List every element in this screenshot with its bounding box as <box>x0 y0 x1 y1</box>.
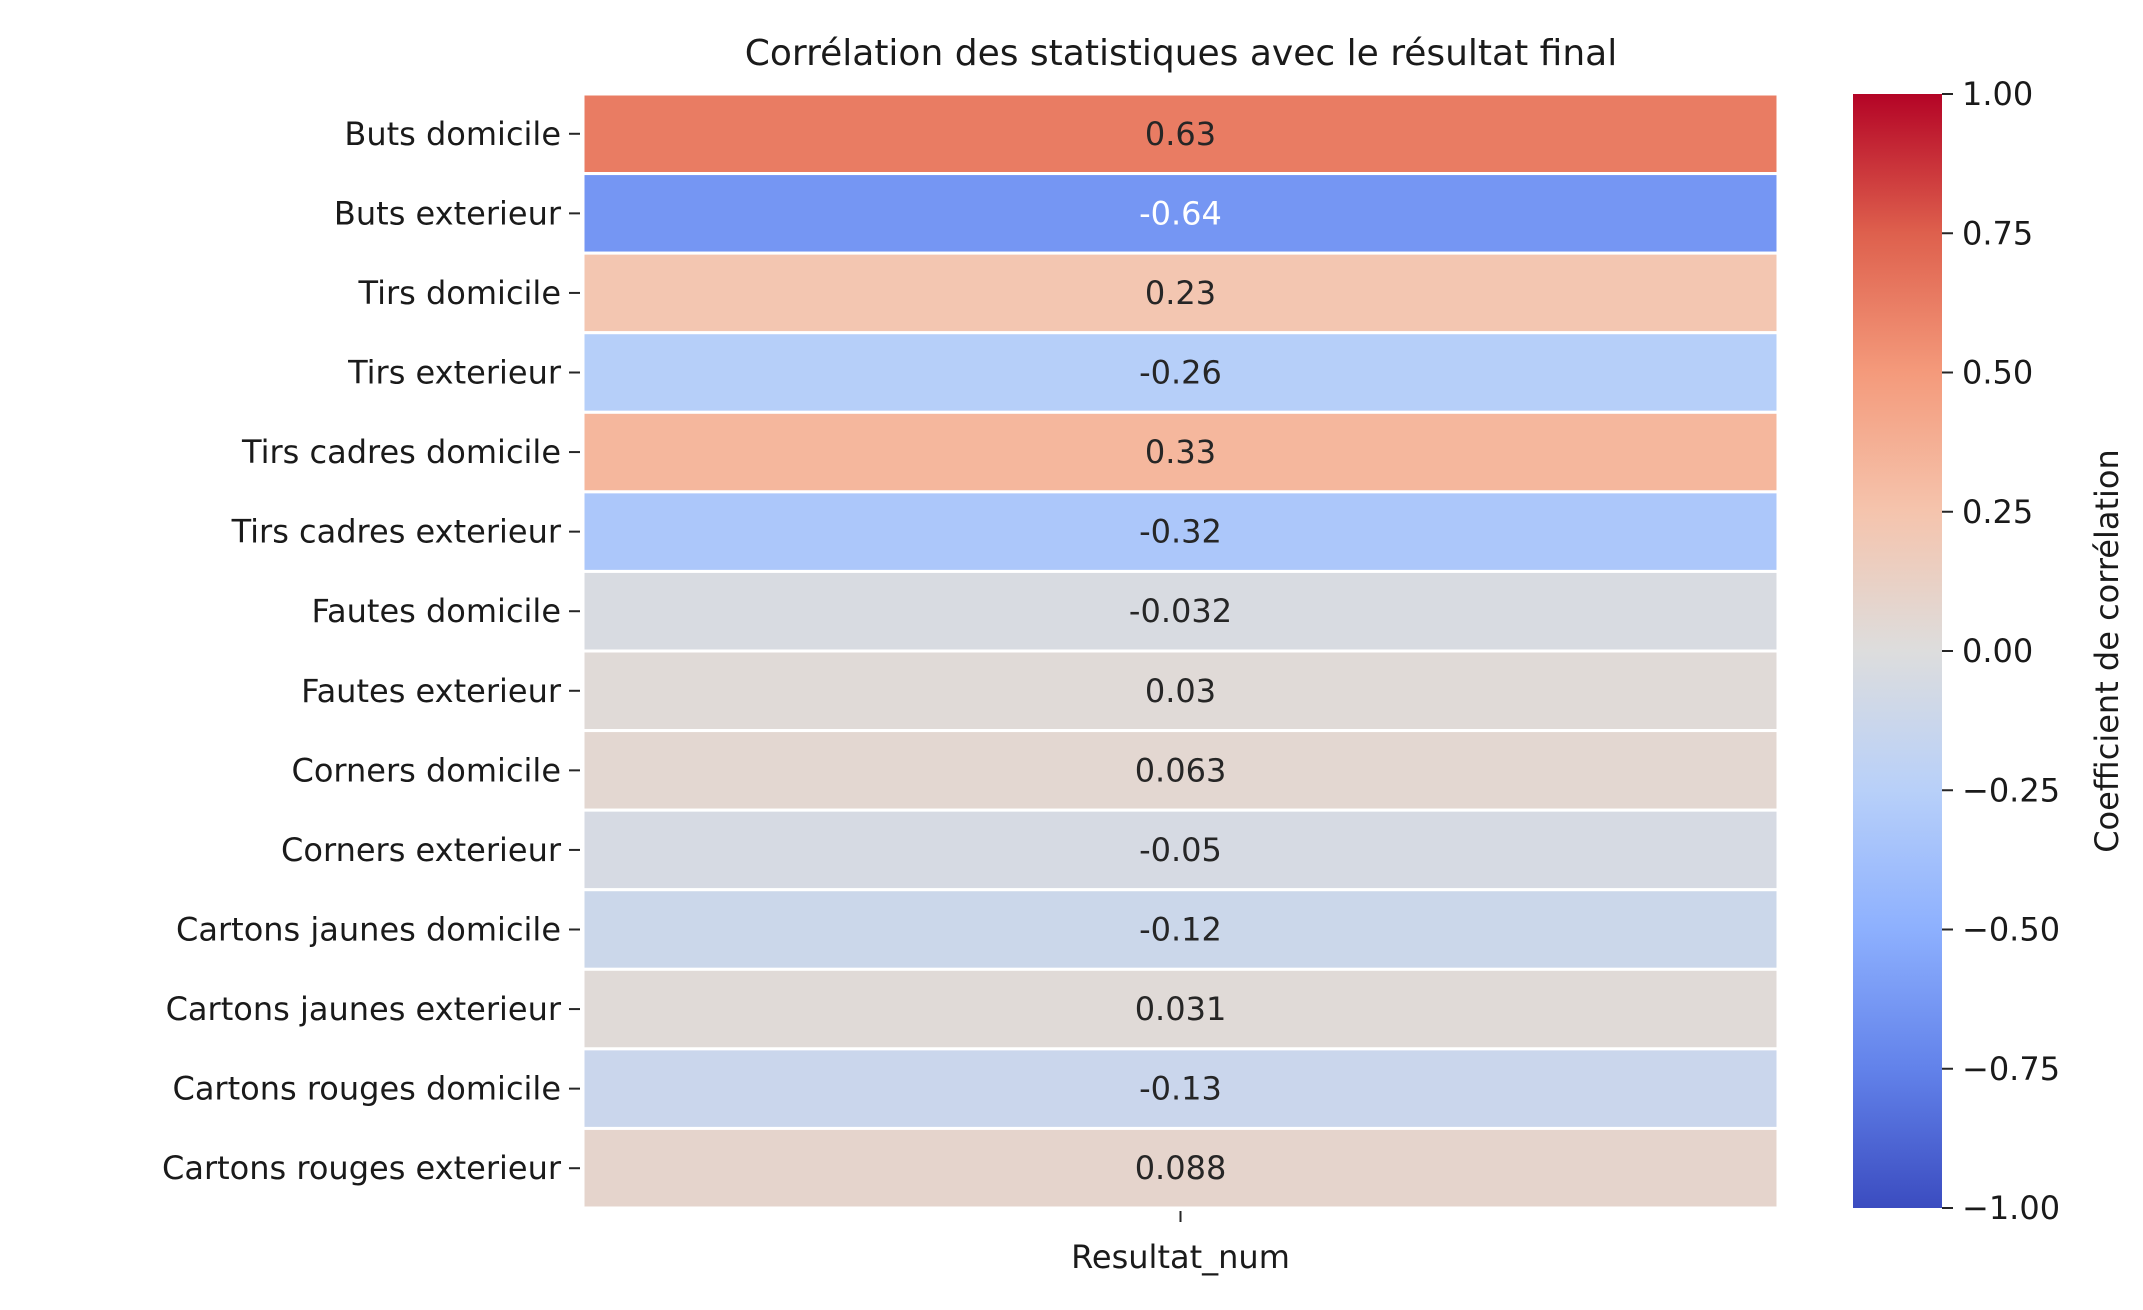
row-label: Corners exterieur <box>281 831 562 869</box>
cell-value-label: 0.03 <box>1145 672 1216 710</box>
cell-value-label: -0.12 <box>1139 911 1222 949</box>
colorbar-tick-label: −0.25 <box>1962 771 2060 809</box>
cell-value-label: 0.63 <box>1145 115 1216 153</box>
heatmap-cell <box>581 490 1780 573</box>
row-label: Fautes domicile <box>312 592 561 630</box>
heatmap-cell <box>581 649 1780 733</box>
row-label: Buts exterieur <box>334 194 562 232</box>
colorbar-tick-label: 0.75 <box>1962 214 2033 252</box>
cell-value-label: -0.26 <box>1139 354 1222 392</box>
cell-value-label: 0.031 <box>1135 990 1227 1028</box>
chart-title: Corrélation des statistiques avec le rés… <box>745 33 1617 74</box>
row-label: Buts domicile <box>344 115 561 153</box>
colorbar-tick-label: 0.00 <box>1962 632 2033 670</box>
row-label: Cartons jaunes domicile <box>176 911 561 949</box>
heatmap-cell <box>581 172 1780 255</box>
row-label: Cartons jaunes exterieur <box>166 990 562 1028</box>
cell-value-label: 0.23 <box>1145 274 1216 312</box>
heatmap-cell <box>581 967 1780 1051</box>
column-labels: Resultat_num <box>1071 1211 1290 1276</box>
column-label: Resultat_num <box>1071 1238 1290 1276</box>
cell-value-label: 0.33 <box>1145 433 1216 471</box>
heatmap-cell <box>581 808 1780 892</box>
row-label: Tirs domicile <box>358 274 561 312</box>
row-label: Tirs cadres domicile <box>241 433 561 471</box>
colorbar-gradient <box>1853 94 1942 1208</box>
row-label: Cartons rouges domicile <box>172 1070 561 1108</box>
heatmap-cell <box>581 251 1780 335</box>
heatmap-cell <box>581 331 1780 414</box>
row-label: Tirs cadres exterieur <box>231 513 562 551</box>
heatmap-cell <box>581 888 1780 971</box>
cell-value-label: -0.032 <box>1129 592 1232 630</box>
colorbar-ticks: 1.00 0.75 0.50 0.25 0.00 −0.25 −0.50 −0.75 −1.00 <box>1942 75 2060 1227</box>
row-label: Corners domicile <box>292 751 562 789</box>
cell-value-label: 0.063 <box>1135 751 1227 789</box>
colorbar-tick-label: 0.25 <box>1962 493 2033 531</box>
heatmap-cell <box>581 92 1780 176</box>
cell-value-label: -0.13 <box>1139 1070 1222 1108</box>
colorbar: 1.00 0.75 0.50 0.25 0.00 −0.25 −0.50 −0.75 −1.00… <box>1853 75 2126 1227</box>
cell-value-label: -0.64 <box>1139 194 1222 232</box>
colorbar-tick-label: −0.75 <box>1962 1050 2060 1088</box>
colorbar-tick-label: 1.00 <box>1962 75 2033 113</box>
colorbar-label: Coefficient de corrélation <box>2088 449 2126 853</box>
colorbar-tick-label: 0.50 <box>1962 354 2033 392</box>
row-labels: Buts domicile Buts exterieur Tirs domicile… <box>162 115 580 1187</box>
cell-value-label: -0.05 <box>1139 831 1222 869</box>
heatmap-cells: 0.63 -0.64 0.23 -0.26 0.33 -0.32 -0.032 0.03 0.0… <box>581 92 1780 1210</box>
cell-value-label: -0.32 <box>1139 513 1222 551</box>
colorbar-tick-label: −1.00 <box>1962 1189 2060 1227</box>
cell-value-label: 0.088 <box>1135 1149 1227 1187</box>
row-label: Cartons rouges exterieur <box>162 1149 562 1187</box>
row-label: Fautes exterieur <box>301 672 562 710</box>
row-label: Tirs exterieur <box>347 354 562 392</box>
colorbar-tick-label: −0.50 <box>1962 911 2060 949</box>
heatmap-cell <box>581 1126 1780 1210</box>
